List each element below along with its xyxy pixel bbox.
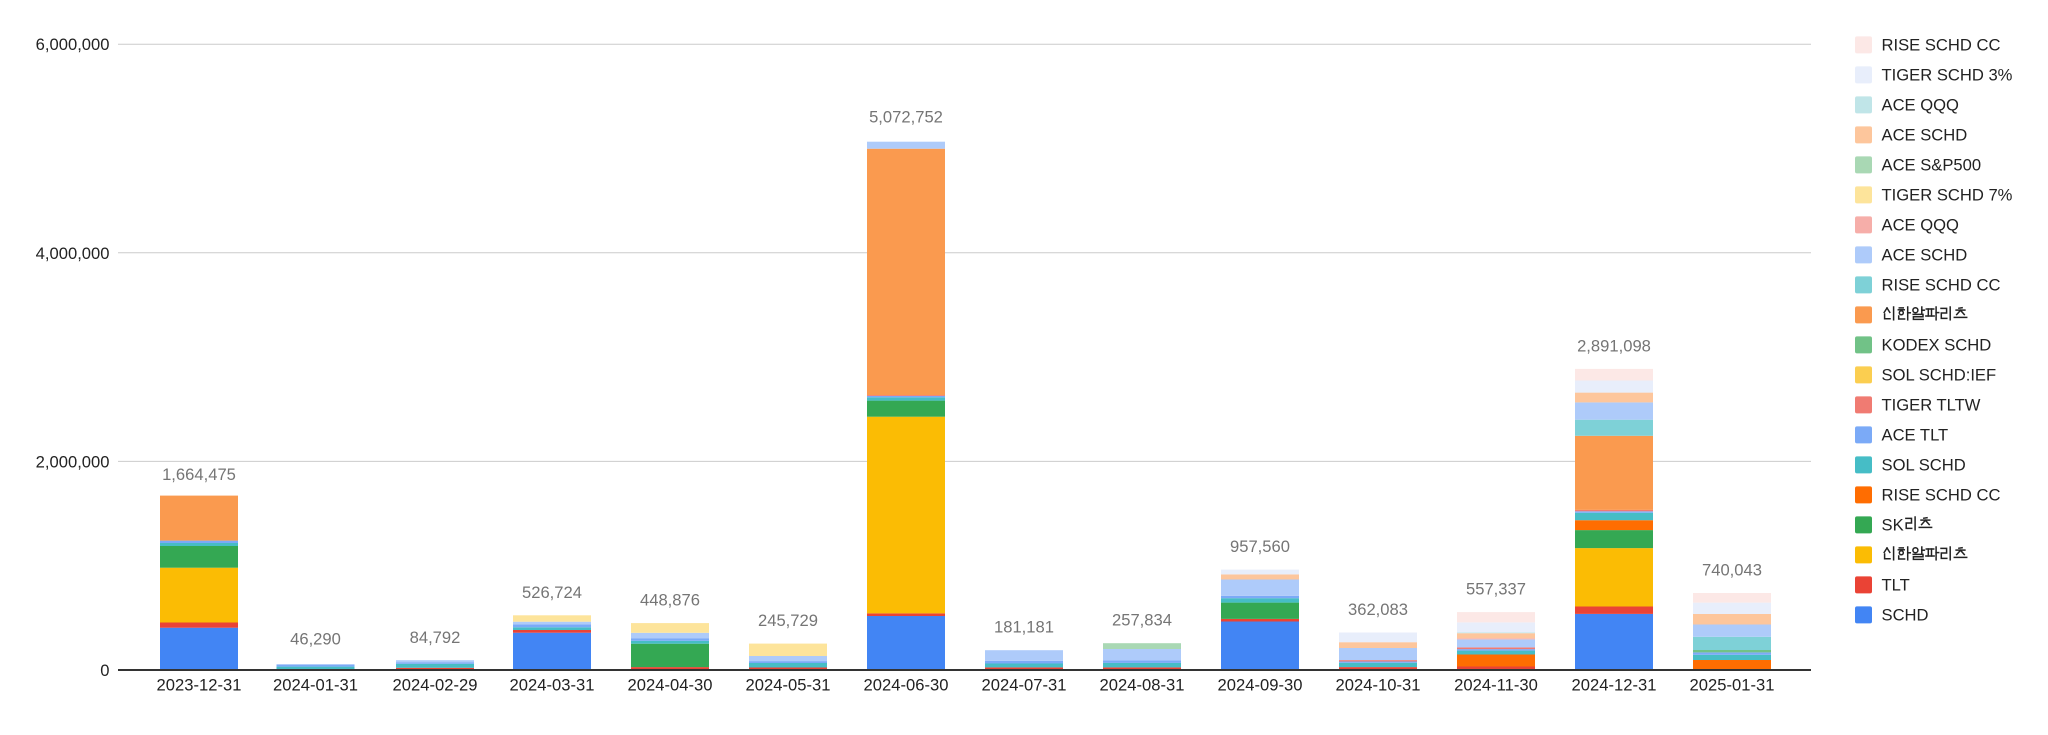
svg-text:84,792: 84,792 bbox=[410, 628, 461, 647]
svg-text:ACE TLT: ACE TLT bbox=[1882, 426, 1949, 445]
svg-text:2024-02-29: 2024-02-29 bbox=[393, 676, 478, 695]
svg-text:46,290: 46,290 bbox=[290, 630, 341, 649]
svg-text:SOL SCHD:IEF: SOL SCHD:IEF bbox=[1882, 366, 1997, 385]
svg-text:257,834: 257,834 bbox=[1112, 611, 1172, 630]
svg-text:2,891,098: 2,891,098 bbox=[1577, 336, 1651, 355]
svg-text:2024-09-30: 2024-09-30 bbox=[1218, 676, 1303, 695]
svg-text:557,337: 557,337 bbox=[1466, 580, 1526, 599]
svg-text:SCHD: SCHD bbox=[1882, 606, 1929, 625]
svg-text:TIGER SCHD 7%: TIGER SCHD 7% bbox=[1882, 186, 2013, 205]
svg-text:5,072,752: 5,072,752 bbox=[869, 108, 943, 127]
svg-text:2024-10-31: 2024-10-31 bbox=[1336, 676, 1421, 695]
svg-text:2024-12-31: 2024-12-31 bbox=[1572, 676, 1657, 695]
svg-text:TLT: TLT bbox=[1882, 576, 1910, 595]
svg-text:TIGER SCHD 3%: TIGER SCHD 3% bbox=[1882, 66, 2013, 85]
svg-text:245,729: 245,729 bbox=[758, 611, 818, 630]
svg-text:2,000,000: 2,000,000 bbox=[36, 452, 110, 471]
svg-text:2024-03-31: 2024-03-31 bbox=[510, 676, 595, 695]
svg-text:1,664,475: 1,664,475 bbox=[162, 465, 236, 484]
svg-text:SK: SK bbox=[1882, 516, 1904, 535]
svg-text:448,876: 448,876 bbox=[640, 591, 700, 610]
svg-text:2023-12-31: 2023-12-31 bbox=[157, 676, 242, 695]
svg-text:526,724: 526,724 bbox=[522, 583, 582, 602]
svg-text:2024-05-31: 2024-05-31 bbox=[746, 676, 831, 695]
svg-text:362,083: 362,083 bbox=[1348, 600, 1408, 619]
svg-text:2024-11-30: 2024-11-30 bbox=[1454, 676, 1538, 695]
svg-text:ACE SCHD: ACE SCHD bbox=[1882, 126, 1968, 145]
svg-text:6,000,000: 6,000,000 bbox=[36, 35, 110, 54]
svg-text:RISE SCHD CC: RISE SCHD CC bbox=[1882, 486, 2001, 505]
svg-text:ACE QQQ: ACE QQQ bbox=[1882, 96, 1960, 115]
svg-text:2024-08-31: 2024-08-31 bbox=[1100, 676, 1185, 695]
svg-text:2024-07-31: 2024-07-31 bbox=[982, 676, 1067, 695]
svg-text:RISE SCHD CC: RISE SCHD CC bbox=[1882, 36, 2001, 55]
svg-text:2024-01-31: 2024-01-31 bbox=[273, 676, 358, 695]
svg-text:SOL SCHD: SOL SCHD bbox=[1882, 456, 1966, 475]
svg-text:RISE SCHD CC: RISE SCHD CC bbox=[1882, 276, 2001, 295]
svg-text:2025-01-31: 2025-01-31 bbox=[1690, 676, 1775, 695]
svg-text:ACE S&P500: ACE S&P500 bbox=[1882, 156, 1982, 175]
svg-text:181,181: 181,181 bbox=[994, 618, 1054, 637]
svg-text:4,000,000: 4,000,000 bbox=[36, 244, 110, 263]
svg-text:740,043: 740,043 bbox=[1702, 561, 1762, 580]
svg-text:TIGER TLTW: TIGER TLTW bbox=[1882, 396, 1981, 415]
svg-text:0: 0 bbox=[100, 661, 109, 680]
svg-text:ACE QQQ: ACE QQQ bbox=[1882, 216, 1960, 235]
svg-text:ACE SCHD: ACE SCHD bbox=[1882, 246, 1968, 265]
svg-text:KODEX SCHD: KODEX SCHD bbox=[1882, 336, 1992, 355]
svg-text:2024-06-30: 2024-06-30 bbox=[864, 676, 949, 695]
svg-text:957,560: 957,560 bbox=[1230, 537, 1290, 556]
svg-text:2024-04-30: 2024-04-30 bbox=[628, 676, 713, 695]
